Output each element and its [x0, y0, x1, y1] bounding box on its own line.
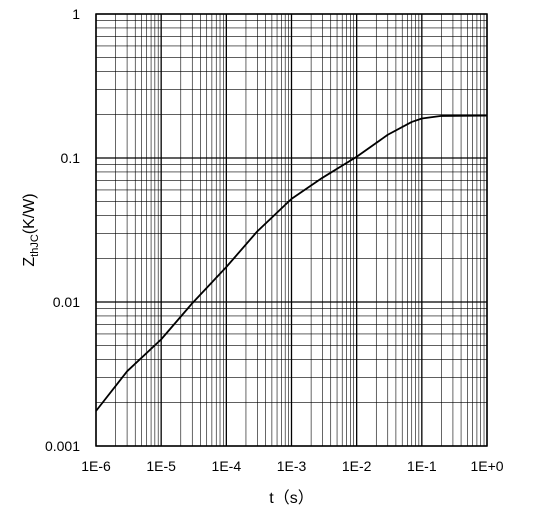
plot-frame — [95, 13, 488, 447]
y-tick-label: 0.001 — [45, 438, 80, 454]
y-axis-label-main: Z — [21, 257, 38, 267]
x-tick-label: 1E-4 — [212, 458, 242, 474]
y-axis-label-subscript: thJC — [29, 234, 41, 257]
y-tick-label: 1 — [72, 6, 80, 22]
y-axis-label-unit: (K/W) — [21, 193, 38, 234]
y-tick-label: 0.01 — [53, 294, 80, 310]
series-layer — [95, 114, 488, 412]
x-tick-label: 1E-5 — [146, 458, 176, 474]
x-tick-label: 1E+0 — [470, 458, 503, 474]
y-tick-label: 0.1 — [61, 150, 81, 166]
x-tick-label: 1E-1 — [407, 458, 437, 474]
x-tick-label: 1E-3 — [277, 458, 307, 474]
zthjc-curve — [95, 114, 488, 412]
x-tick-label: 1E-6 — [81, 458, 111, 474]
y-tick-labels: 0.001 0.01 0.1 1 — [45, 6, 80, 454]
y-axis-label: ZthJC(K/W) — [21, 193, 41, 266]
x-tick-labels: 1E-6 1E-5 1E-4 1E-3 1E-2 1E-1 1E+0 — [81, 458, 504, 474]
x-axis-label: t（s） — [269, 489, 313, 507]
x-tick-label: 1E-2 — [342, 458, 372, 474]
